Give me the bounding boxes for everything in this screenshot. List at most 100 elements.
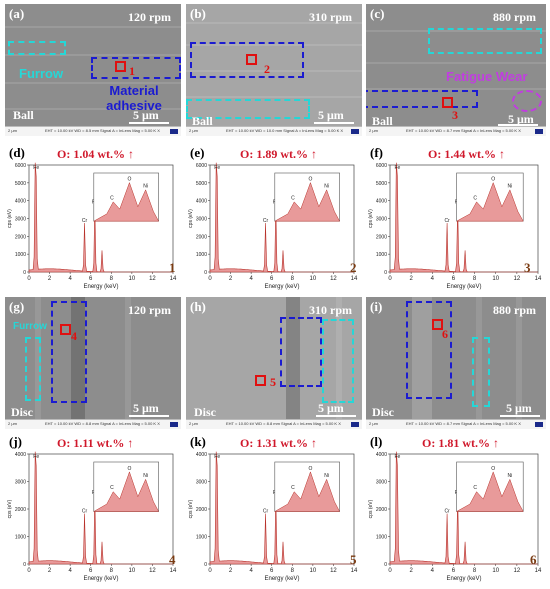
y-axis-label: cps (eV) [7, 209, 13, 228]
rpm-label: 120 rpm [128, 10, 171, 24]
y-tick-label: 2000 [196, 234, 207, 240]
sem-info-bar: 2 μm EHT = 10.00 kV WD = 8.8 mm Signal A … [186, 419, 362, 429]
y-tick-label: 3000 [376, 217, 387, 223]
y-tick-label: 4000 [196, 199, 207, 205]
furrow-label: Furrow [13, 321, 47, 332]
oxygen-content: O: 1.89 wt.% ↑ [240, 147, 317, 161]
peak-label-ni: Ni [324, 473, 329, 479]
scale-bar [129, 122, 169, 124]
sem-panel-b: (b) 310 rpm 2 Ball 5 μm 2 μm EHT = 10.00 … [186, 4, 362, 136]
peak-label-o: O [308, 177, 312, 183]
x-axis-label: Energy (keV) [83, 576, 118, 582]
x-axis-label: Energy (keV) [264, 576, 299, 582]
y-tick-label: 6000 [376, 163, 387, 169]
panel-letter: (e) [190, 145, 205, 160]
scale-label: 5 μm [508, 112, 534, 126]
x-tick-label: 14 [351, 276, 358, 282]
x-tick-label: 10 [310, 568, 317, 574]
x-tick-label: 4 [431, 568, 435, 574]
scale-label: 5 μm [318, 108, 344, 122]
spot-number: 2 [350, 260, 357, 275]
x-tick-label: 12 [330, 568, 337, 574]
scale-bar [314, 122, 354, 124]
peak-label-fe: Fe [394, 165, 400, 171]
x-tick-label: 14 [535, 568, 542, 574]
sem-info-bar: 2 μm EHT = 10.00 kV WD = 8.7 mm Signal A … [366, 126, 546, 136]
peak-label-cr: Cr [444, 218, 450, 224]
y-tick-label: 1000 [15, 252, 26, 258]
peak-label-c: C [291, 485, 295, 491]
x-tick-label: 2 [48, 276, 52, 282]
peak-label-ni: Ni [508, 473, 513, 479]
rpm-label: 310 rpm [309, 303, 352, 317]
y-tick-label: 3000 [15, 217, 26, 223]
adhesive-box [406, 301, 452, 399]
y-tick-label: 3000 [376, 480, 387, 486]
sem-panel-c: (c) 880 rpm Fatigue Wear 3 Ball 5 μm 2 μ… [366, 4, 546, 136]
furrow-box [8, 41, 66, 55]
scale-label: 5 μm [506, 401, 532, 415]
panel-letter: (a) [9, 6, 25, 21]
y-tick-label: 6000 [196, 163, 207, 169]
y-tick-label: 5000 [15, 181, 26, 187]
furrow-box [322, 319, 354, 403]
eds-panel-j: 0 2 4 6 8 10 12 14 Energy (keV) 0 1000 2000 3000 4000… [5, 432, 181, 586]
y-tick-label: 2000 [376, 234, 387, 240]
surface-label: Disc [194, 405, 216, 419]
spot-label-4: 4 [71, 329, 77, 343]
y-tick-label: 4000 [376, 452, 387, 458]
y-tick-label: 3000 [196, 217, 207, 223]
y-tick-label: 2000 [376, 507, 387, 513]
x-tick-label: 4 [68, 276, 72, 282]
panel-letter: (h) [190, 299, 206, 314]
adhesive-box [190, 42, 304, 78]
inset-spectrum [273, 471, 341, 512]
peak-label-c: C [110, 485, 114, 491]
peak-label-ni: Ni [143, 473, 148, 479]
x-axis-label: Energy (keV) [446, 284, 481, 290]
x-tick-label: 8 [473, 568, 477, 574]
x-tick-label: 2 [48, 568, 52, 574]
eds-panel-d: 0 2 4 6 8 10 12 14 Energy (keV) 0 1000 2000 3000 4000… [5, 143, 181, 294]
panel-letter: (d) [9, 145, 25, 160]
y-axis-label: cps (eV) [368, 499, 374, 518]
x-tick-label: 6 [89, 568, 93, 574]
panel-letter: (c) [370, 6, 385, 21]
x-axis-label: Energy (keV) [446, 576, 481, 582]
spot-marker-4 [60, 324, 71, 335]
x-tick-label: 2 [409, 568, 413, 574]
x-axis-label: Energy (keV) [83, 284, 118, 290]
peak-label-ni: Ni [143, 183, 148, 189]
x-tick-label: 2 [229, 568, 233, 574]
rpm-label: 310 rpm [309, 10, 352, 24]
x-tick-label: 12 [149, 276, 156, 282]
eds-spectrum-plot: 0 2 4 6 8 10 12 14 Energy (keV) 0 1000 2000 3000 4000… [188, 162, 358, 290]
furrow-box [428, 28, 542, 54]
peak-label-fe: Fe [214, 165, 220, 171]
oxygen-content: O: 1.44 wt.% ↑ [428, 147, 505, 161]
surface-label: Ball [192, 114, 213, 128]
spectrum-curve [209, 162, 354, 273]
x-tick-label: 12 [514, 568, 521, 574]
x-tick-label: 12 [514, 276, 521, 282]
y-axis-label: cps (eV) [188, 209, 194, 228]
scale-bar [500, 415, 540, 417]
x-tick-label: 8 [291, 276, 295, 282]
x-tick-label: 4 [249, 276, 253, 282]
surface-label: Disc [11, 405, 33, 419]
spot-number: 5 [350, 552, 357, 567]
sem-panel-h: (h) 310 rpm 5 Disc 5 μm 2 μm EHT = 10.00 … [186, 297, 362, 429]
y-tick-label: 1000 [376, 535, 387, 541]
spectrum-curve [28, 451, 173, 565]
y-tick-label: 1000 [15, 535, 26, 541]
x-tick-label: 6 [452, 568, 456, 574]
adhesive-box [51, 301, 87, 403]
y-axis-label: cps (eV) [368, 209, 374, 228]
peak-label-cr: Cr [82, 218, 88, 224]
eds-panel-k: 0 2 4 6 8 10 12 14 Energy (keV) 0 1000 2000 3000 4000… [186, 432, 362, 586]
y-tick-label: 4000 [196, 452, 207, 458]
x-tick-label: 0 [388, 276, 392, 282]
y-axis-label: cps (eV) [188, 499, 194, 518]
spot-label-2: 2 [264, 62, 270, 76]
y-tick-label: 0 [23, 562, 26, 568]
